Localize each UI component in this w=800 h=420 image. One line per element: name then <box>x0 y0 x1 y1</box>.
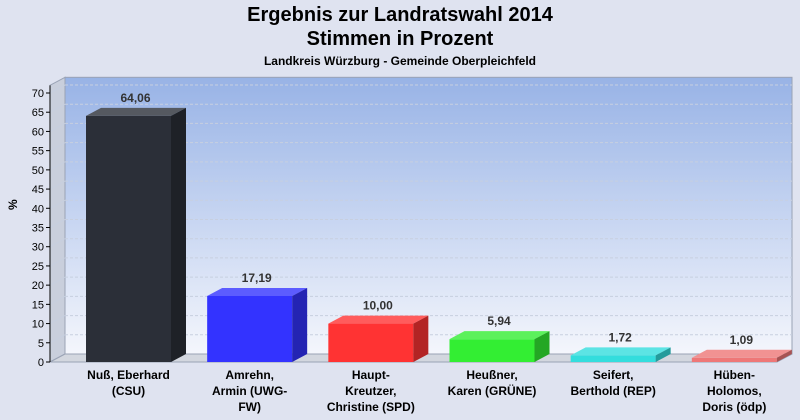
bar-front <box>449 339 535 362</box>
bar-top <box>449 331 550 340</box>
x-tick-label-line: Berthold (REP) <box>570 384 656 398</box>
x-tick-label-line: (CSU) <box>111 384 146 398</box>
grid-line-side <box>49 257 66 267</box>
y-tick-label: 50 <box>32 165 44 177</box>
y-tick-label: 60 <box>32 126 44 138</box>
bar-front <box>570 355 656 362</box>
bar-side <box>292 287 308 362</box>
bar-value-label: 17,19 <box>242 271 272 285</box>
bar <box>570 347 671 362</box>
grid-line-side <box>49 315 66 325</box>
bar-top <box>328 315 429 324</box>
bar-front <box>86 115 171 362</box>
chart-subtitle: Landkreis Würzburg - Gemeinde Oberpleich… <box>263 54 537 68</box>
grid-line-side <box>49 84 66 94</box>
y-tick-label: 70 <box>32 88 44 100</box>
bar-side <box>776 349 792 362</box>
bar-side <box>534 331 550 362</box>
grid-line-side <box>49 161 66 171</box>
y-tick-label: 35 <box>32 223 44 235</box>
bar-front <box>691 357 777 362</box>
y-tick-label: 40 <box>32 203 44 215</box>
y-tick-label: 20 <box>32 280 44 292</box>
x-tick-label-line: Doris (ödp) <box>702 400 767 414</box>
bar <box>691 349 792 362</box>
x-tick-label: Hüben- Holomos, Doris (ödp) <box>679 367 789 415</box>
grid-line-side <box>49 142 66 152</box>
bar-value-label: 1,09 <box>730 333 754 347</box>
bar-side <box>655 347 671 362</box>
chart-title-line1: Ergebnis zur Landratswahl 2014 <box>247 4 553 26</box>
y-tick-label: 65 <box>32 107 44 119</box>
bar-side <box>413 315 429 362</box>
x-tick-label-line: Nuß, Eberhard <box>87 368 170 382</box>
bar-top <box>207 287 308 296</box>
x-tick-label: Haupt- Kreutzer, Christine (SPD) <box>316 367 426 415</box>
bar-front <box>328 323 414 362</box>
y-tick-label: 0 <box>38 357 44 369</box>
bar <box>207 287 308 362</box>
grid-line-side <box>49 219 66 228</box>
y-tick-label: 55 <box>32 146 44 158</box>
grid-line-side <box>49 103 66 113</box>
y-tick-label: 45 <box>32 184 44 196</box>
bar-value-label: 1,72 <box>608 330 632 344</box>
bar-front <box>207 295 293 362</box>
bar-top <box>691 349 792 358</box>
grid-line-side <box>49 276 66 286</box>
x-tick-label-line: Hüben- <box>713 368 755 382</box>
bar-top <box>86 107 186 116</box>
bar-value-label: 5,94 <box>487 314 511 328</box>
x-tick-label: Nuß, Eberhard (CSU) <box>74 367 184 399</box>
x-tick-label-line: Haupt- <box>351 368 390 382</box>
x-tick-label-line: Amrehn, <box>225 368 274 382</box>
grid-line-side <box>49 238 66 248</box>
bar <box>86 107 186 362</box>
x-tick-label-line: Seifert, <box>592 368 634 382</box>
y-tick-label: 10 <box>32 319 44 331</box>
x-tick-label-line: Armin (UWG- <box>211 384 288 398</box>
grid-line-side <box>49 180 66 190</box>
bar-side <box>171 107 186 362</box>
bar <box>328 315 429 362</box>
grid-line-side <box>49 334 66 344</box>
y-tick-label: 25 <box>32 261 44 273</box>
x-tick-label-line: FW) <box>238 400 261 414</box>
bar-value-label: 10,00 <box>363 299 393 313</box>
x-tick-label: Heußner, Karen (GRÜNE) <box>437 367 547 399</box>
bar-top <box>570 347 671 356</box>
x-tick-label: Seifert, Berthold (REP) <box>558 367 668 399</box>
x-tick-label-line: Kreutzer, <box>345 384 397 398</box>
x-tick-label-line: Holomos, <box>706 384 762 398</box>
x-tick-label-line: Heußner, <box>466 368 518 382</box>
y-tick-label: 5 <box>38 338 44 350</box>
grid-line-side <box>49 122 66 132</box>
x-tick-label-line: Karen (GRÜNE) <box>447 384 537 398</box>
x-tick-label-line: Christine (SPD) <box>326 400 415 414</box>
x-tick-label: Amrehn, Armin (UWG- FW) <box>195 367 305 415</box>
bar-value-label: 64,06 <box>120 91 150 105</box>
grid-line-side <box>49 199 66 209</box>
chart-title-line2: Stimmen in Prozent <box>306 28 494 50</box>
y-tick-label: 15 <box>32 299 44 311</box>
grid-line-side <box>49 295 66 305</box>
y-tick-label: 30 <box>32 242 44 254</box>
bar <box>449 331 550 362</box>
